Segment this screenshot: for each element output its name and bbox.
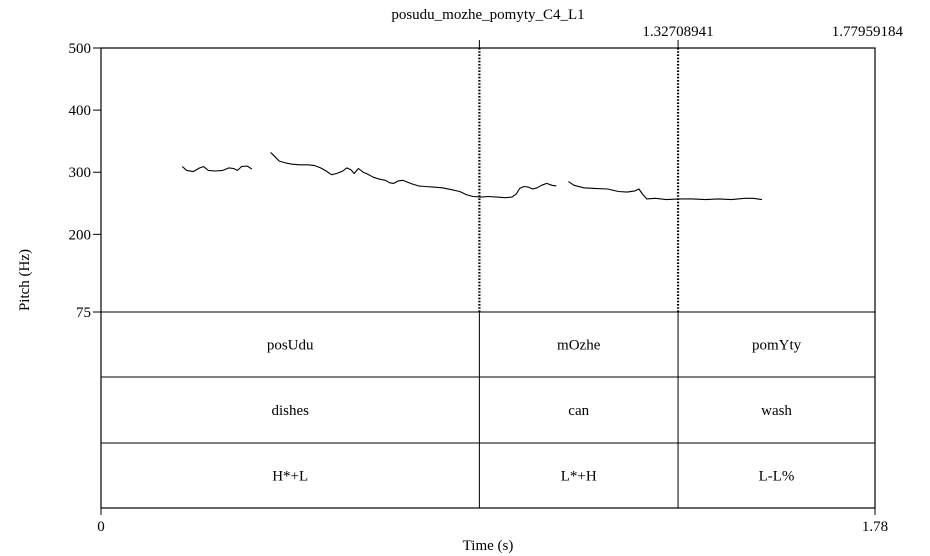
y-axis-ticks: 500 400 300 200 75 [69,41,101,321]
x-tick-label-1: 1.78 [862,519,888,535]
pitch-segment-0-1 [270,152,557,199]
tier-0-interval-2: pomYty [752,338,802,354]
boundary-label-1: 1.32708941 [642,24,713,40]
x-axis-label: Time (s) [463,538,514,554]
tier-0-interval-1: mOzhe [557,338,601,354]
y-tick-label-3: 200 [69,227,92,243]
pitch-contour [181,152,762,201]
tier-2-interval-0: H*+L [272,469,308,485]
y-axis-label: Pitch (Hz) [17,249,33,311]
x-tick-label-0: 0 [97,519,105,535]
pitch-segment-0-0 [181,165,253,173]
tier-2-interval-1: L*+H [561,469,597,485]
interval-boundaries [478,40,680,508]
x-axis-ticks: 0 1.78 [97,508,888,535]
tier-1-interval-0: dishes [271,403,309,419]
tier-0-interval-0: posUdu [267,338,314,354]
tier-1-interval-1: can [568,403,589,419]
chart-title: posudu_mozhe_pomyty_C4_L1 [391,7,584,23]
boundary-labels: 1.32708941 1.77959184 [642,24,903,40]
y-tick-label-0: 500 [69,41,92,57]
boundary-label-2: 1.77959184 [832,24,904,40]
y-tick-label-1: 400 [69,103,92,119]
y-tick-label-2: 300 [69,165,92,181]
tier-2-interval-2: L-L% [759,469,795,485]
y-tick-label-4: 75 [76,305,91,321]
plot-frame [100,47,876,509]
tier-1-interval-2: wash [761,403,792,419]
pitch-segment-0-2 [568,181,762,201]
annotation-tiers: posUdu mOzhe pomYty dishes can wash H*+L L*+H L-… [101,338,875,485]
